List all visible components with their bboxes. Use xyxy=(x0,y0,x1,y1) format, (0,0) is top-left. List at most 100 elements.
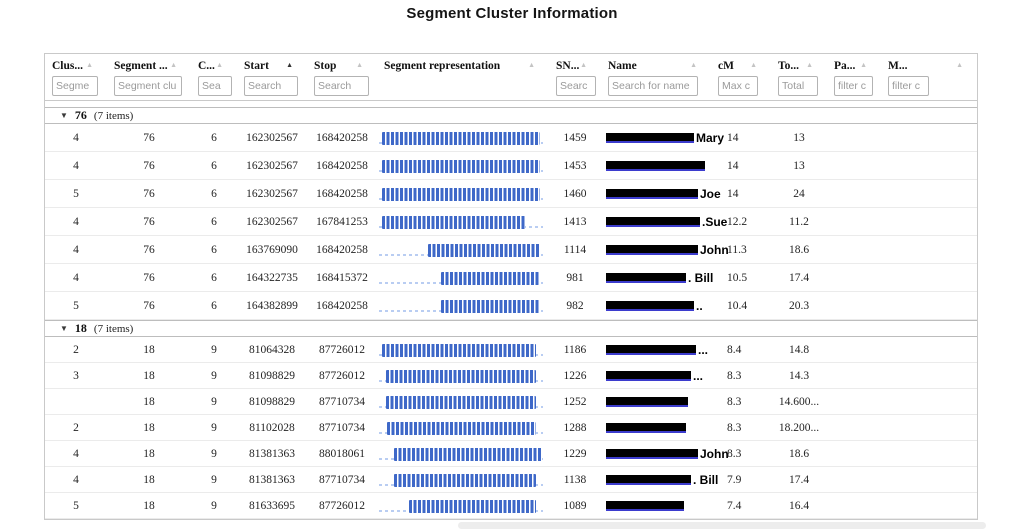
table-row[interactable]: 4 76 6 164322735 168415372 981 . Bill 10… xyxy=(45,264,977,292)
sort-asc-icon[interactable]: ▲ xyxy=(806,61,813,69)
chromosome-cell: 9 xyxy=(211,421,217,434)
sort-asc-icon[interactable]: ▲ xyxy=(750,61,757,69)
segment-representation-cell xyxy=(377,159,549,173)
sort-asc-icon[interactable]: ▲ xyxy=(216,61,223,69)
redacted-name-link[interactable] xyxy=(606,370,691,381)
column-header-pa: Pa... ▲ xyxy=(827,54,881,100)
start-cell: 163769090 xyxy=(246,243,298,256)
redacted-name-link[interactable] xyxy=(606,244,698,255)
sort-asc-icon[interactable]: ▲ xyxy=(860,61,867,69)
redacted-name-link[interactable] xyxy=(606,216,700,227)
sort-asc-icon[interactable]: ▲ xyxy=(580,61,587,69)
column-header-stop: Stop ▲ xyxy=(307,54,377,100)
chromosome-cell: 9 xyxy=(211,395,217,408)
segment-cluster-cell: 76 xyxy=(143,215,155,228)
snps-cell: 1460 xyxy=(563,187,587,200)
group-row[interactable]: ▼ 18 (7 items) xyxy=(45,320,977,337)
cluster-cell: 4 xyxy=(73,243,79,256)
group-row[interactable]: ▼ 76 (7 items) xyxy=(45,107,977,124)
sort-asc-icon[interactable]: ▲ xyxy=(170,61,177,69)
snps-cell: 1138 xyxy=(563,473,587,486)
collapse-expander-icon[interactable]: ▼ xyxy=(60,323,68,333)
table-row[interactable]: 5 18 9 81633695 87726012 1089 7.4 16.4 xyxy=(45,493,977,519)
redacted-name-link[interactable] xyxy=(606,344,696,355)
table-body: ▼ 76 (7 items) 4 76 6 162302567 16842025… xyxy=(45,107,977,519)
sort-asc-icon[interactable]: ▲ xyxy=(356,61,363,69)
segment-representation-cell xyxy=(377,447,549,461)
table-row[interactable]: 4 18 9 81381363 88018061 1229 John 8.3 1… xyxy=(45,441,977,467)
table-row[interactable]: 4 76 6 162302567 168420258 1453 14 13 xyxy=(45,152,977,180)
name-cell xyxy=(601,422,711,433)
segment-cluster-filter-input[interactable] xyxy=(114,76,182,96)
start-cell: 81381363 xyxy=(249,473,295,486)
redacted-name-link[interactable] xyxy=(606,132,694,143)
segment-cluster-table: Clus...▲ Segment ...▲ C...▲ Start▲ Stop▲… xyxy=(44,53,978,520)
segment-striped-bar xyxy=(393,473,536,487)
name-filter-input[interactable] xyxy=(608,76,698,96)
table-row[interactable]: 3 18 9 81098829 87726012 1226 ... 8.3 14… xyxy=(45,363,977,389)
redacted-name-link[interactable] xyxy=(606,188,698,199)
sort-asc-icon[interactable]: ▲ xyxy=(528,61,535,69)
total-filter-input[interactable] xyxy=(778,76,818,96)
stop-cell: 168420258 xyxy=(316,131,368,144)
table-row[interactable]: 5 76 6 164382899 168420258 982 .. 10.4 2… xyxy=(45,292,977,320)
segment-cluster-cell: 18 xyxy=(143,499,155,512)
total-cell: 18.6 xyxy=(788,447,810,460)
segment-striped-bar xyxy=(382,215,525,229)
name-cell: John xyxy=(601,447,729,461)
column-header-snps: SN... ▲ xyxy=(549,54,601,100)
horizontal-scrollbar-thumb[interactable] xyxy=(458,522,986,529)
table-row[interactable]: 4 76 6 162302567 168420258 1459 Mary 14 … xyxy=(45,124,977,152)
visible-name-text: ... xyxy=(693,368,704,383)
start-filter-input[interactable] xyxy=(244,76,298,96)
visible-name-text: . Bill xyxy=(688,270,714,285)
table-row[interactable]: 4 76 6 163769090 168420258 1114 John 11.… xyxy=(45,236,977,264)
redacted-name-link[interactable] xyxy=(606,500,684,511)
collapse-expander-icon[interactable]: ▼ xyxy=(60,110,68,120)
table-row[interactable]: 18 9 81098829 87710734 1252 8.3 14.600..… xyxy=(45,389,977,415)
total-cell: 20.3 xyxy=(788,299,810,312)
sort-asc-icon[interactable]: ▲ xyxy=(956,61,963,69)
header-gap xyxy=(45,101,977,107)
redacted-name-link[interactable] xyxy=(606,474,691,485)
name-cell xyxy=(601,500,711,511)
snps-cell: 1089 xyxy=(563,499,587,512)
redacted-name-link[interactable] xyxy=(606,300,694,311)
cluster-filter-input[interactable] xyxy=(52,76,98,96)
cluster-cell: 3 xyxy=(73,369,79,382)
chromosome-cell: 6 xyxy=(211,131,217,144)
cluster-cell: 5 xyxy=(73,499,79,512)
pa-filter-input[interactable] xyxy=(834,76,873,96)
segment-representation-cell xyxy=(377,131,549,145)
stop-filter-input[interactable] xyxy=(314,76,369,96)
redacted-name-link[interactable] xyxy=(606,396,688,407)
cm-cell: 14 xyxy=(727,159,739,172)
table-row[interactable]: 2 18 9 81102028 87710734 1288 8.3 18.200… xyxy=(45,415,977,441)
stop-cell: 167841253 xyxy=(316,215,368,228)
column-label: To... xyxy=(778,59,799,72)
cm-cell: 10.4 xyxy=(727,299,748,312)
total-cell: 14.3 xyxy=(788,369,810,382)
visible-name-text: .Sue xyxy=(702,214,728,229)
cm-filter-input[interactable] xyxy=(718,76,758,96)
redacted-name-link[interactable] xyxy=(606,160,705,171)
stop-cell: 88018061 xyxy=(319,447,365,460)
table-row[interactable]: 4 18 9 81381363 87710734 1138 . Bill 7.9… xyxy=(45,467,977,493)
sort-asc-icon[interactable]: ▲ xyxy=(86,61,93,69)
m-filter-input[interactable] xyxy=(888,76,929,96)
segment-cluster-cell: 76 xyxy=(143,299,155,312)
sort-asc-icon[interactable]: ▲ xyxy=(690,61,697,69)
column-label: Segment representation xyxy=(384,59,501,72)
redacted-name-link[interactable] xyxy=(606,272,686,283)
sort-asc-icon-active[interactable]: ▲ xyxy=(286,61,293,69)
table-row[interactable]: 2 18 9 81064328 87726012 1186 ... 8.4 14… xyxy=(45,337,977,363)
cm-cell: 8.3 xyxy=(727,369,742,382)
redacted-name-link[interactable] xyxy=(606,448,698,459)
table-row[interactable]: 4 76 6 162302567 167841253 1413 .Sue 12.… xyxy=(45,208,977,236)
snps-filter-input[interactable] xyxy=(556,76,596,96)
column-header-chromosome: C... ▲ xyxy=(191,54,237,100)
chromosome-filter-input[interactable] xyxy=(198,76,232,96)
redacted-name-link[interactable] xyxy=(606,422,686,433)
chromosome-cell: 6 xyxy=(211,243,217,256)
table-row[interactable]: 5 76 6 162302567 168420258 1460 Joe 14 2… xyxy=(45,180,977,208)
